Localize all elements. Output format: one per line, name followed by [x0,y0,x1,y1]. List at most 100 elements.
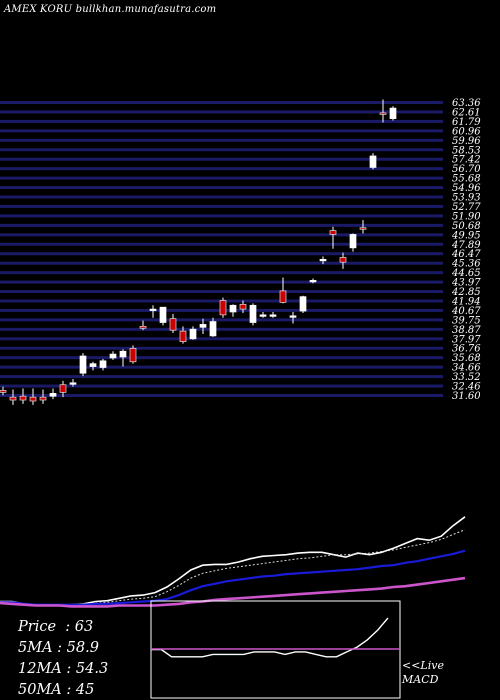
y-tick-label: 58.53 [452,145,481,156]
grid-line [0,337,443,341]
y-tick-label: 36.76 [452,344,481,355]
stat-price-value: 63 [74,619,94,635]
grid-line [0,167,443,171]
50ma-line [0,576,466,608]
candle-body [299,296,307,312]
candle-body [79,355,87,374]
stat-price-label: Price [18,619,57,635]
grid-line [0,195,443,199]
stat-5ma-label: 5MA [18,640,53,656]
candle-body [209,321,217,337]
price-grid [0,101,443,397]
macd-live-label[interactable]: <<Live MACD [402,659,444,687]
grid-line [0,110,443,114]
y-tick-label: 57.42 [452,155,481,166]
y-tick-label: 55.68 [452,174,481,185]
candle-body [0,390,7,393]
stat-5ma-value: 58.9 [66,640,99,656]
macd-text: MACD [402,673,439,686]
y-tick-label: 33.52 [452,372,481,383]
grid-line [0,252,443,256]
price-line [0,516,466,607]
grid-line [0,261,443,265]
candle-body [159,306,167,323]
candle-body [109,353,117,359]
stat-50ma: 50MA : 45 [18,682,95,698]
candle-body [369,155,377,168]
candle-body [319,258,327,262]
y-tick-label: 45.36 [451,259,481,270]
candle-body [49,392,57,397]
macd-panel [150,600,401,699]
grid-line [0,101,443,104]
stat-12ma-label: 12MA [18,661,62,677]
candle-body [339,257,347,263]
y-tick-label: 43.97 [451,278,481,289]
grid-line [0,204,443,208]
stat-12ma-value: 54.3 [75,661,109,677]
candle-body [259,314,267,317]
candle-body [129,348,137,363]
candle-body [379,112,387,115]
y-tick-label: 38.87 [452,325,481,336]
grid-line [0,318,443,322]
stat-5ma: 5MA : 58.9 [18,640,99,656]
live-link[interactable]: <<Live [402,659,444,672]
grid-line [0,176,443,180]
grid-line [0,129,443,133]
grid-line [0,242,443,246]
candle-body [219,300,227,316]
y-tick-label: 52.77 [452,202,481,213]
grid-line [0,223,443,227]
y-tick-label: 63.36 [452,98,481,109]
12ma-line [0,549,466,606]
y-tick-label: 50.68 [452,221,481,232]
grid-line [0,365,443,369]
grid-line [0,138,443,142]
y-tick-label: 53.93 [452,193,481,204]
grid-line [0,157,443,161]
candle-body [69,382,77,385]
candle-body [29,396,37,402]
candle-body [239,303,247,310]
candle-body [99,360,107,368]
candle-body [189,328,197,340]
y-tick-label: 59.96 [452,136,481,147]
candle-body [269,314,277,317]
y-tick-label: 31.60 [452,391,481,402]
y-tick-label: 42.85 [451,287,481,298]
candle-body [89,363,97,367]
candle-body [119,350,127,358]
candle-body [19,395,27,401]
y-tick-label: 39.75 [452,315,481,326]
grid-line [0,186,443,190]
y-tick-label: 46.47 [451,249,481,260]
grid-line [0,290,443,294]
grid-line [0,280,443,284]
candle-body [309,280,317,283]
candle-body [139,325,147,329]
y-tick-label: 56.70 [452,164,481,175]
grid-line [0,394,443,397]
candle-body [329,230,337,235]
grid-line [0,148,443,152]
stat-50ma-label: 50MA [18,682,62,698]
grid-line [0,356,443,360]
y-tick-label: 60.96 [452,126,481,137]
stats-legend: Price : 63 5MA : 58.9 12MA : 54.3 50MA :… [18,617,108,700]
y-tick-label: 37.97 [452,334,481,345]
y-axis-tick-labels: 63.3662.6161.7960.9659.9658.5357.4256.70… [451,98,481,402]
candle-body [289,315,297,318]
candle-body [39,396,47,401]
grid-line [0,271,443,275]
candle-body [349,234,357,249]
y-tick-label: 54.96 [452,183,481,194]
candlestick-series [0,99,397,405]
y-tick-label: 34.66 [452,363,481,374]
candle-body [229,304,237,313]
grid-line [0,327,443,331]
candle-body [359,227,367,230]
grid-line [0,233,443,237]
y-tick-label: 49.95 [451,230,481,241]
